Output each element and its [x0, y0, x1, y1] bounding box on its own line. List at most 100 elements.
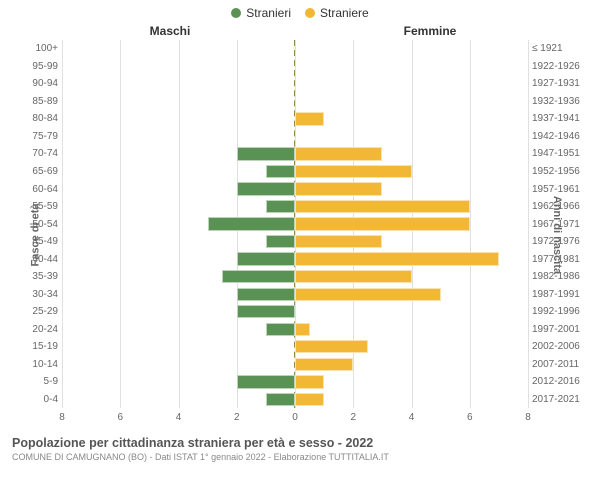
male-bar-container	[62, 163, 295, 181]
male-bar	[237, 375, 295, 388]
pyramid-row: 5-92012-2016	[62, 373, 528, 391]
birth-year-label: 1947-1951	[532, 148, 588, 159]
female-bar-container	[295, 128, 528, 146]
age-label: 20-24	[20, 324, 58, 335]
female-bar	[295, 165, 412, 178]
male-bar	[237, 305, 295, 318]
chart-footer: Popolazione per cittadinanza straniera p…	[0, 430, 600, 462]
plot-area: Fasce di età Anni di nascita 100+≤ 19219…	[0, 40, 600, 430]
female-bar	[295, 375, 324, 388]
female-bar	[295, 235, 382, 248]
pyramid-row: 65-691952-1956	[62, 163, 528, 181]
birth-year-label: 1997-2001	[532, 324, 588, 335]
age-label: 0-4	[20, 394, 58, 405]
pyramid-row: 35-391982-1986	[62, 268, 528, 286]
pyramid-row: 60-641957-1961	[62, 180, 528, 198]
age-label: 95-99	[20, 61, 58, 72]
pyramid-row: 10-142007-2011	[62, 356, 528, 374]
female-bar-container	[295, 40, 528, 58]
legend-item: Straniere	[305, 6, 369, 20]
age-label: 80-84	[20, 113, 58, 124]
female-bar-container	[295, 321, 528, 339]
chart-title: Popolazione per cittadinanza straniera p…	[12, 436, 588, 450]
header-male: Maschi	[0, 24, 300, 38]
age-label: 75-79	[20, 131, 58, 142]
female-bar-container	[295, 75, 528, 93]
female-bar-container	[295, 198, 528, 216]
x-tick-label: 6	[467, 412, 473, 423]
male-bar	[266, 393, 295, 406]
female-bar	[295, 323, 310, 336]
male-bar	[208, 217, 295, 230]
birth-year-label: 1922-1926	[532, 61, 588, 72]
female-bar	[295, 217, 470, 230]
x-tick-label: 6	[117, 412, 123, 423]
female-bar-container	[295, 163, 528, 181]
male-bar	[237, 182, 295, 195]
male-bar-container	[62, 268, 295, 286]
male-bar-container	[62, 93, 295, 111]
pyramid-row: 75-791942-1946	[62, 128, 528, 146]
male-bar-container	[62, 215, 295, 233]
female-bar-container	[295, 215, 528, 233]
birth-year-label: ≤ 1921	[532, 43, 588, 54]
legend-label: Stranieri	[246, 6, 291, 20]
legend-item: Stranieri	[231, 6, 291, 20]
age-label: 65-69	[20, 166, 58, 177]
pyramid-row: 50-541967-1971	[62, 215, 528, 233]
pyramid-row: 25-291992-1996	[62, 303, 528, 321]
female-bar-container	[295, 338, 528, 356]
birth-year-label: 1982-1986	[532, 271, 588, 282]
birth-year-label: 1932-1936	[532, 96, 588, 107]
pyramid-row: 0-42017-2021	[62, 391, 528, 409]
pyramid-row: 20-241997-2001	[62, 321, 528, 339]
x-tick-label: 4	[176, 412, 182, 423]
birth-year-label: 1972-1976	[532, 236, 588, 247]
birth-year-label: 2012-2016	[532, 376, 588, 387]
female-bar-container	[295, 373, 528, 391]
male-bar-container	[62, 128, 295, 146]
male-bar-container	[62, 285, 295, 303]
male-bar	[266, 235, 295, 248]
pyramid-row: 70-741947-1951	[62, 145, 528, 163]
male-bar-container	[62, 391, 295, 409]
pyramid-row: 15-192002-2006	[62, 338, 528, 356]
x-axis: 864202468	[62, 410, 528, 430]
female-bar-container	[295, 391, 528, 409]
male-bar	[266, 323, 295, 336]
male-bar-container	[62, 338, 295, 356]
age-label: 55-59	[20, 201, 58, 212]
x-tick-label: 8	[59, 412, 65, 423]
female-bar	[295, 358, 353, 371]
male-bar	[237, 147, 295, 160]
male-bar-container	[62, 75, 295, 93]
birth-year-label: 1957-1961	[532, 184, 588, 195]
header-female: Femmine	[300, 24, 600, 38]
age-label: 25-29	[20, 306, 58, 317]
female-bar-container	[295, 180, 528, 198]
x-tick-label: 2	[234, 412, 240, 423]
male-bar	[266, 200, 295, 213]
male-bar-container	[62, 180, 295, 198]
pyramid-row: 55-591962-1966	[62, 198, 528, 216]
male-bar-container	[62, 110, 295, 128]
male-bar-container	[62, 356, 295, 374]
male-bar-container	[62, 303, 295, 321]
pyramid-row: 100+≤ 1921	[62, 40, 528, 58]
age-label: 60-64	[20, 184, 58, 195]
age-label: 15-19	[20, 341, 58, 352]
age-label: 30-34	[20, 289, 58, 300]
male-bar	[222, 270, 295, 283]
age-label: 70-74	[20, 148, 58, 159]
male-bar-container	[62, 321, 295, 339]
birth-year-label: 1992-1996	[532, 306, 588, 317]
female-bar-container	[295, 285, 528, 303]
pyramid-row: 40-441977-1981	[62, 250, 528, 268]
x-tick-label: 4	[409, 412, 415, 423]
female-bar-container	[295, 250, 528, 268]
male-bar-container	[62, 40, 295, 58]
female-bar	[295, 288, 441, 301]
age-label: 50-54	[20, 219, 58, 230]
male-bar-container	[62, 250, 295, 268]
female-bar	[295, 147, 382, 160]
